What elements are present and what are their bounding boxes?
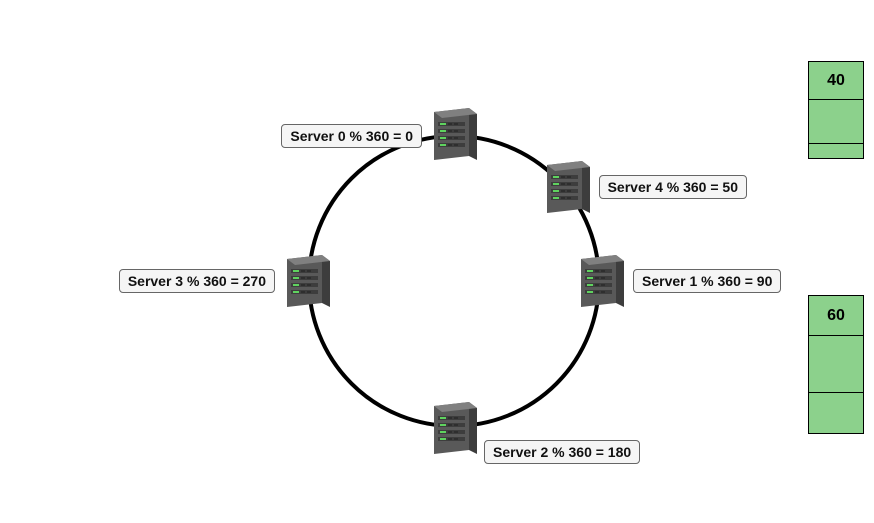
data-box-stack: 60	[808, 295, 864, 434]
server-node-icon	[542, 156, 592, 218]
server-node-icon	[282, 250, 332, 312]
server-node-icon	[429, 103, 479, 165]
data-box-cell	[809, 336, 863, 393]
server-node-icon	[429, 397, 479, 459]
server-node-label: Server 2 % 360 = 180	[484, 440, 640, 464]
data-box-cell	[809, 144, 863, 158]
data-box-cell: 40	[809, 62, 863, 100]
data-box-stack: 40	[808, 61, 864, 159]
server-node-label: Server 1 % 360 = 90	[633, 269, 781, 293]
data-box-cell	[809, 100, 863, 144]
server-node-label: Server 4 % 360 = 50	[599, 175, 747, 199]
data-box-cell	[809, 393, 863, 433]
server-node-icon	[576, 250, 626, 312]
server-node-label: Server 3 % 360 = 270	[119, 269, 275, 293]
server-node-label: Server 0 % 360 = 0	[281, 124, 422, 148]
data-box-cell: 60	[809, 296, 863, 336]
